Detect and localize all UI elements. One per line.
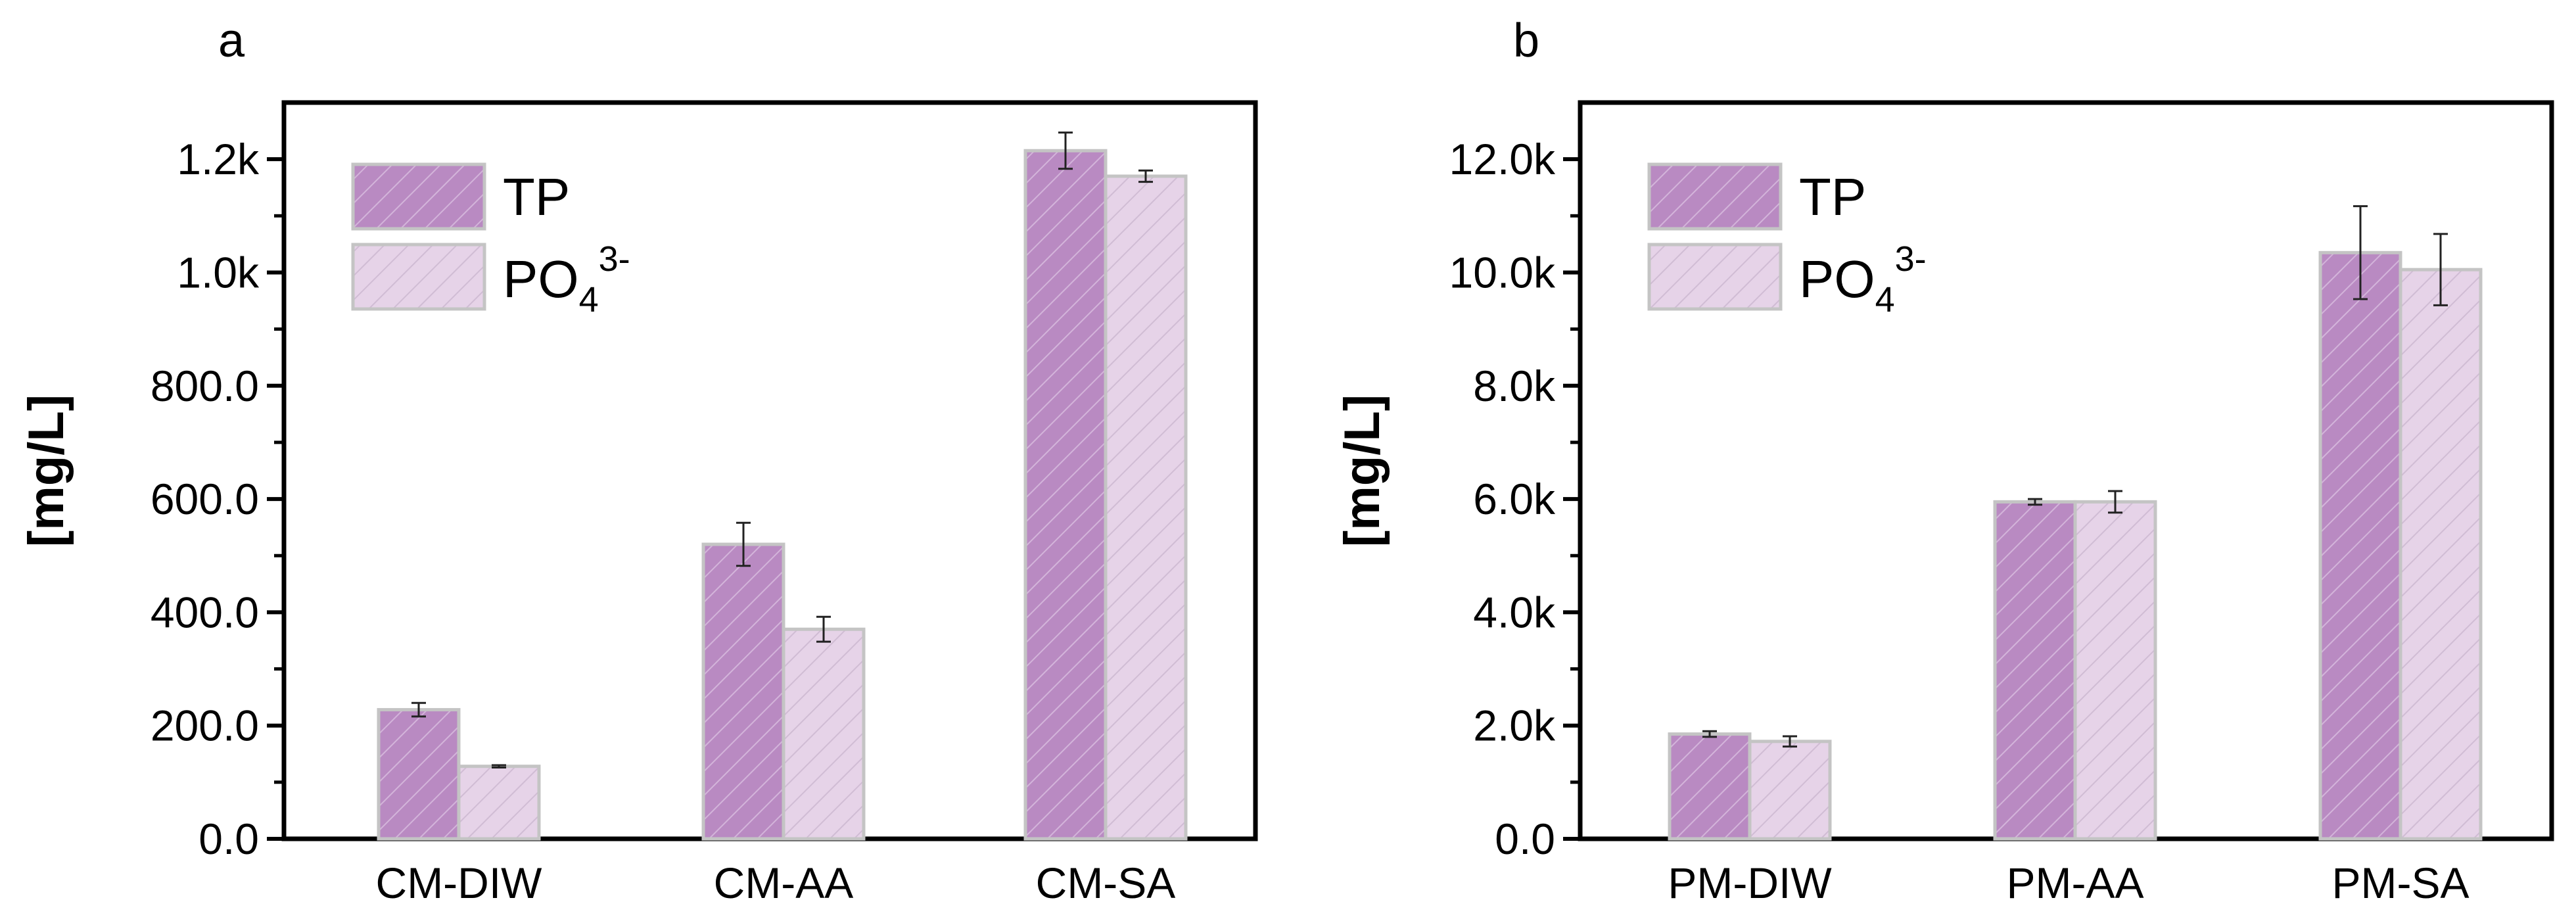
chart-panel-a: a [mg/L] 0.0 200.0 400.0 600.0 800.0 1.0k 1.2k… bbox=[18, 14, 1258, 907]
y-tick-label: 2.0k bbox=[1473, 701, 1556, 750]
y-tick-label: 10.0k bbox=[1449, 248, 1556, 296]
y-ticks-b: 0.0 2.0k 4.0k 6.0k 8.0k 10.0k 12.0k bbox=[1449, 135, 1580, 863]
y-tick-label: 1.0k bbox=[177, 248, 260, 296]
x-category-label: PM-DIW bbox=[1668, 859, 1832, 907]
error-bar-po4-cm-aa bbox=[816, 615, 831, 643]
legend-label-tp-b: TP bbox=[1799, 168, 1866, 226]
error-bar-tp-pm-aa bbox=[2028, 498, 2042, 506]
panel-label-a: a bbox=[218, 14, 245, 67]
error-bar-po4-pm-sa bbox=[2433, 233, 2448, 306]
error-bar-tp-pm-sa bbox=[2353, 205, 2368, 300]
y-tick-label: 0.0 bbox=[199, 815, 259, 863]
y-tick-label: 800.0 bbox=[151, 362, 259, 410]
y-ticks-a: 0.0 200.0 400.0 600.0 800.0 1.0k 1.2k bbox=[151, 135, 284, 863]
error-bar-po4-pm-aa bbox=[2108, 490, 2122, 514]
y-tick-label: 200.0 bbox=[151, 701, 259, 750]
bar-po4-cm-diw bbox=[457, 765, 541, 841]
bar-tp-cm-diw bbox=[377, 708, 461, 841]
x-category-label: CM-SA bbox=[1036, 859, 1176, 907]
category-labels-a: CM-DIW CM-AA CM-SA bbox=[376, 859, 1176, 907]
error-bar-po4-cm-sa bbox=[1138, 169, 1153, 183]
bar-tp-pm-sa bbox=[2318, 250, 2402, 841]
category-labels-b: PM-DIW PM-AA PM-SA bbox=[1668, 859, 2469, 907]
y-tick-label: 12.0k bbox=[1449, 135, 1556, 183]
legend-po4-sub-b: 4 bbox=[1875, 280, 1895, 319]
y-tick-label: 8.0k bbox=[1473, 362, 1556, 410]
legend-label-po4-a: PO43- bbox=[503, 239, 630, 319]
legend-po4-main-b: PO bbox=[1799, 250, 1875, 308]
chart-panel-b: b [mg/L] 0.0 2.0k 4.0k 6.0k 8.0k 10.0k 12.0k P… bbox=[1334, 14, 2554, 907]
bar-tp-cm-sa bbox=[1023, 149, 1108, 841]
error-bar-po4-pm-diw bbox=[1783, 735, 1797, 748]
legend-swatch-tp-b bbox=[1647, 162, 1783, 231]
legend-po4-sup-b: 3- bbox=[1895, 239, 1927, 279]
legend-swatch-po4-b bbox=[1647, 243, 1783, 311]
error-bar-tp-pm-diw bbox=[1702, 730, 1717, 738]
panel-label-b: b bbox=[1513, 14, 1539, 67]
bar-tp-cm-aa bbox=[701, 542, 785, 841]
x-category-label: PM-AA bbox=[2006, 859, 2143, 907]
bars-a bbox=[377, 131, 1188, 841]
legend-swatch-po4-a bbox=[351, 243, 486, 311]
bar-po4-pm-aa bbox=[2073, 500, 2157, 841]
y-axis-title-a: [mg/L] bbox=[18, 394, 74, 547]
legend-label-tp-a: TP bbox=[503, 168, 570, 226]
bars-b bbox=[1668, 205, 2483, 841]
bar-po4-pm-sa bbox=[2399, 268, 2483, 841]
error-bar-po4-cm-diw bbox=[492, 764, 506, 768]
legend-po4-sup-a: 3- bbox=[599, 239, 630, 279]
y-tick-label: 400.0 bbox=[151, 588, 259, 636]
y-axis-title-b: [mg/L] bbox=[1334, 394, 1390, 547]
x-category-label: PM-SA bbox=[2331, 859, 2469, 907]
bar-tp-pm-diw bbox=[1668, 732, 1752, 841]
bar-po4-cm-sa bbox=[1104, 174, 1188, 841]
legend-swatch-tp-a bbox=[351, 162, 486, 231]
legend-label-po4-b: PO43- bbox=[1799, 239, 1927, 319]
x-category-label: CM-AA bbox=[714, 859, 854, 907]
y-tick-label: 0.0 bbox=[1495, 815, 1555, 863]
y-tick-label: 6.0k bbox=[1473, 475, 1556, 523]
bar-po4-cm-aa bbox=[782, 627, 866, 841]
y-tick-label: 4.0k bbox=[1473, 588, 1556, 636]
bar-tp-pm-aa bbox=[1993, 500, 2077, 841]
error-bar-tp-cm-diw bbox=[411, 701, 426, 718]
legend-b: TP PO43- bbox=[1647, 162, 1927, 319]
legend-po4-sub-a: 4 bbox=[579, 280, 599, 319]
x-category-label: CM-DIW bbox=[376, 859, 543, 907]
y-tick-label: 600.0 bbox=[151, 475, 259, 523]
error-bar-tp-cm-aa bbox=[736, 521, 751, 567]
error-bar-tp-cm-sa bbox=[1058, 131, 1073, 170]
legend-po4-main-a: PO bbox=[503, 250, 579, 308]
bar-po4-pm-diw bbox=[1748, 740, 1832, 841]
legend-a: TP PO43- bbox=[351, 162, 630, 319]
y-tick-label: 1.2k bbox=[177, 135, 260, 183]
